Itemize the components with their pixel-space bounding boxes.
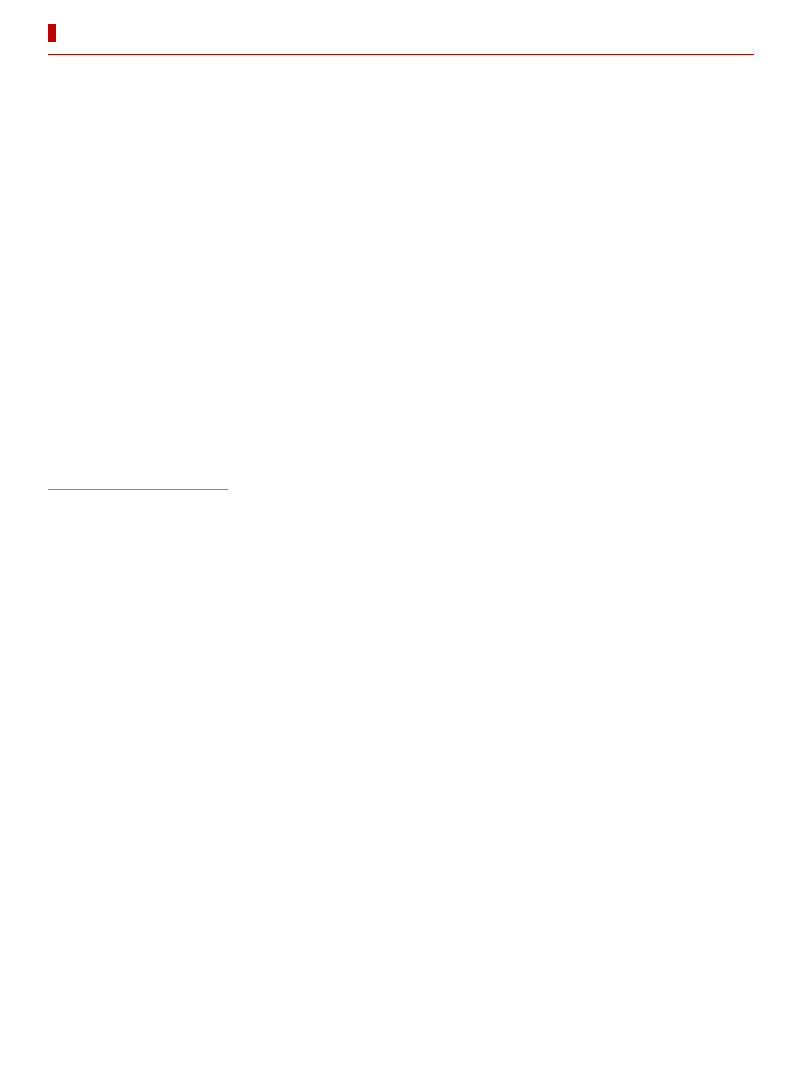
header-red-bar [48, 24, 56, 42]
page-header [0, 0, 802, 50]
footnote [0, 490, 802, 498]
left-column [48, 67, 386, 489]
right-column [406, 67, 744, 489]
bar-chart-2 [406, 265, 744, 475]
line-chart-1 [406, 71, 744, 251]
content-columns [0, 55, 802, 489]
